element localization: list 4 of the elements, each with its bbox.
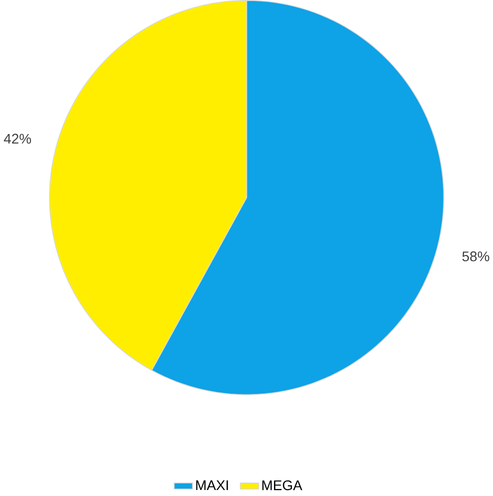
legend-label: MEGA bbox=[262, 480, 302, 490]
data-label: 58% bbox=[462, 251, 490, 262]
data-label: 42% bbox=[4, 134, 31, 144]
legend-label: MAXI bbox=[196, 480, 228, 490]
